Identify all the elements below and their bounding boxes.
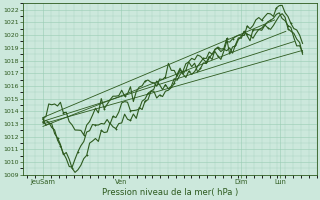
X-axis label: Pression niveau de la mer( hPa ): Pression niveau de la mer( hPa )	[102, 188, 238, 197]
